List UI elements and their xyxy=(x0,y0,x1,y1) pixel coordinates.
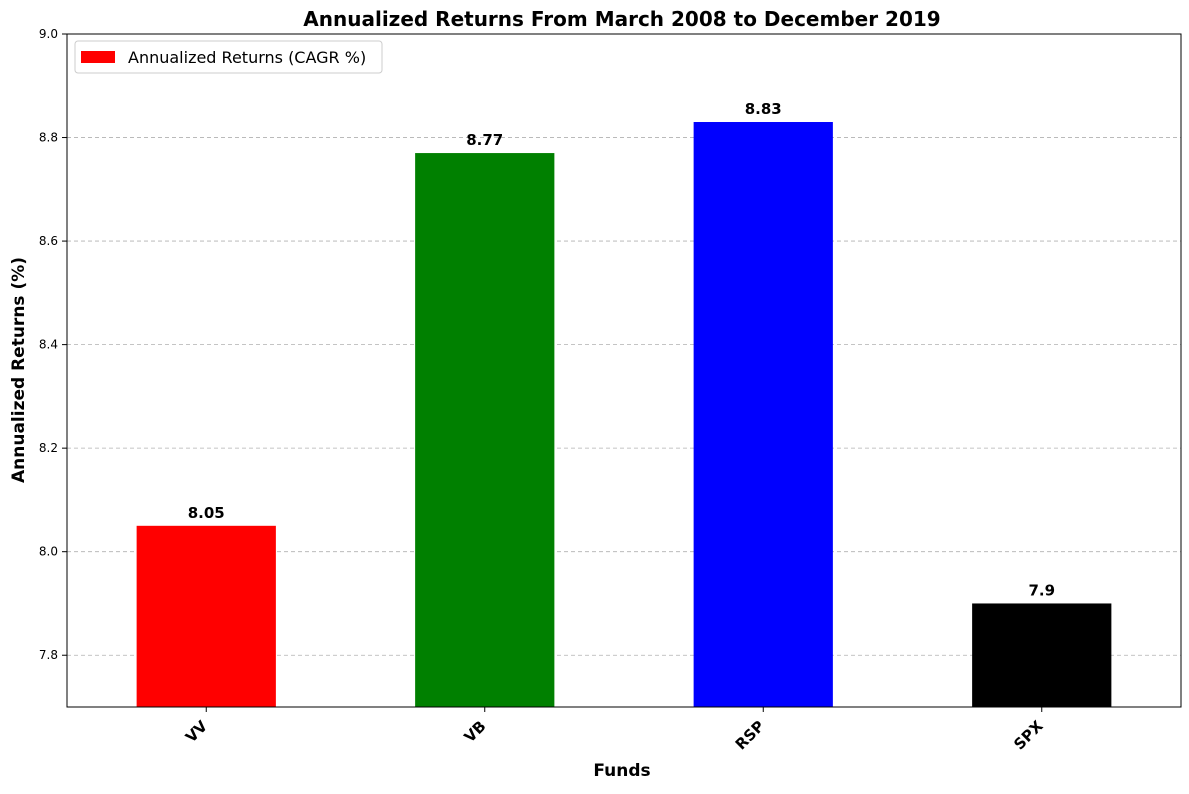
data-label: 8.77 xyxy=(466,131,503,149)
x-tick-label: VB xyxy=(461,717,490,746)
y-axis-ticks: 7.8 8.0 8.2 8.4 8.6 8.8 9.0 xyxy=(39,27,67,662)
x-axis-label: Funds xyxy=(593,761,650,781)
x-tick-label: VV xyxy=(182,717,211,746)
y-tick-label: 8.8 xyxy=(39,131,58,145)
y-tick-label: 8.4 xyxy=(39,338,58,352)
y-tick-label: 7.8 xyxy=(39,648,58,662)
y-tick-label: 8.6 xyxy=(39,234,58,248)
x-axis-ticks: VV VB RSP SPX xyxy=(182,707,1047,753)
legend-box xyxy=(74,40,383,74)
legend-swatch xyxy=(81,51,115,63)
bar-vb xyxy=(415,153,555,708)
legend-label: Annualized Returns (CAGR %) xyxy=(128,48,366,67)
data-label: 8.05 xyxy=(188,504,225,522)
y-tick-label: 8.0 xyxy=(39,545,58,559)
plot-frame xyxy=(66,33,1182,708)
bar-spx xyxy=(972,603,1112,707)
bar-rsp xyxy=(693,122,833,707)
y-axis-label: Annualized Returns (%) xyxy=(9,257,29,483)
chart-title: Annualized Returns From March 2008 to De… xyxy=(303,7,940,31)
data-labels: 8.05 8.77 8.83 7.9 xyxy=(188,100,1055,599)
x-tick-label: SPX xyxy=(1010,717,1047,754)
y-tick-label: 8.2 xyxy=(39,441,58,455)
y-tick-label: 9.0 xyxy=(39,27,58,41)
data-label: 8.83 xyxy=(745,100,782,118)
x-tick-label: RSP xyxy=(732,717,768,753)
bars xyxy=(136,122,1112,708)
data-label: 7.9 xyxy=(1028,581,1055,599)
bar-vv xyxy=(136,525,276,707)
legend: Annualized Returns (CAGR %) xyxy=(74,40,383,74)
